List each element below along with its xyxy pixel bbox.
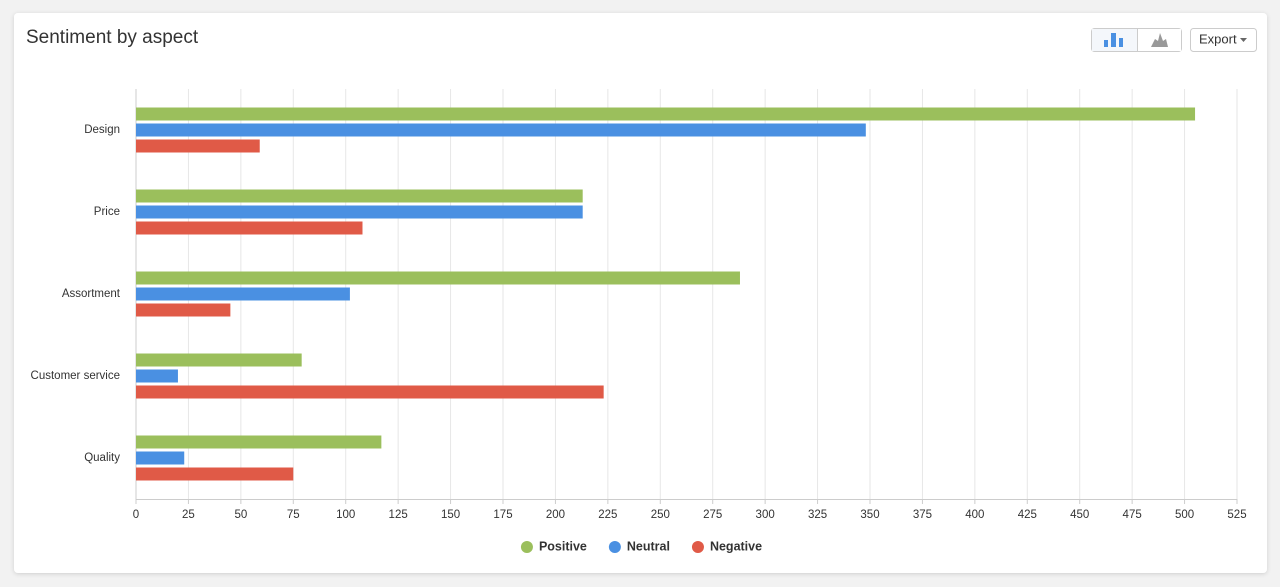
bar [136,287,350,301]
category-label: Customer service [31,370,120,382]
category-label: Quality [84,452,120,464]
x-tick-label: 175 [493,509,512,521]
bar [136,123,866,137]
legend-item[interactable]: Positive [520,539,587,553]
category-label: Price [94,206,120,218]
category-label: Assortment [62,288,121,300]
x-tick-label: 350 [860,509,879,521]
bar [136,385,604,399]
x-tick-label: 100 [336,509,355,521]
bar [136,451,185,465]
legend-marker [520,541,533,553]
bar [136,303,231,317]
card [14,13,1267,573]
legend-item[interactable]: Negative [691,539,762,553]
chart-title: Sentiment by aspect [26,27,199,48]
bar [136,107,1196,121]
bar [136,271,740,285]
legend-marker [608,541,621,553]
dropdown-caret [1240,38,1247,42]
export-button[interactable]: Export [1190,28,1257,52]
legend-item[interactable]: Neutral [608,539,670,553]
x-tick-label: 150 [441,509,460,521]
x-tick-label: 525 [1227,509,1246,521]
bar [136,189,583,203]
x-tick-label: 400 [965,509,984,521]
bar [136,435,382,449]
category-label: Design [84,124,120,136]
x-tick-label: 375 [913,509,932,521]
x-tick-label: 25 [182,509,195,521]
plot: 0 25 50 75 100 125 150 175 200 225 250 275 300 325 350… [31,89,1247,553]
export-border[interactable] [1190,28,1257,52]
legend-label: Negative [710,539,762,553]
x-tick-label: 275 [703,509,722,521]
chart-type-toggle [1091,28,1182,52]
x-tick-label: 250 [651,509,670,521]
x-tick-label: 0 [133,509,139,521]
x-tick-label: 325 [808,509,827,521]
x-tick-label: 125 [389,509,408,521]
x-tick-label: 225 [598,509,617,521]
bar-icon [1104,33,1123,47]
legend-label: Neutral [627,539,670,553]
legend-label: Positive [539,539,587,553]
bar [136,221,363,235]
x-tick-label: 200 [546,509,565,521]
legend-marker [691,541,704,553]
x-tick-label: 450 [1070,509,1089,521]
export-label[interactable]: Export [1199,31,1237,46]
bar [136,369,178,383]
x-tick-label: 475 [1123,509,1142,521]
x-tick-label: 425 [1018,509,1037,521]
area-icon [1151,33,1168,47]
bar [136,205,583,219]
x-tick-label: 50 [234,509,247,521]
bar [136,353,302,367]
x-tick-label: 300 [756,509,775,521]
x-tick-label: 500 [1175,509,1194,521]
x-tick-label: 75 [287,509,300,521]
bar [136,139,260,153]
legend: Positive Neutral Negative [520,539,762,553]
bar [136,467,294,481]
